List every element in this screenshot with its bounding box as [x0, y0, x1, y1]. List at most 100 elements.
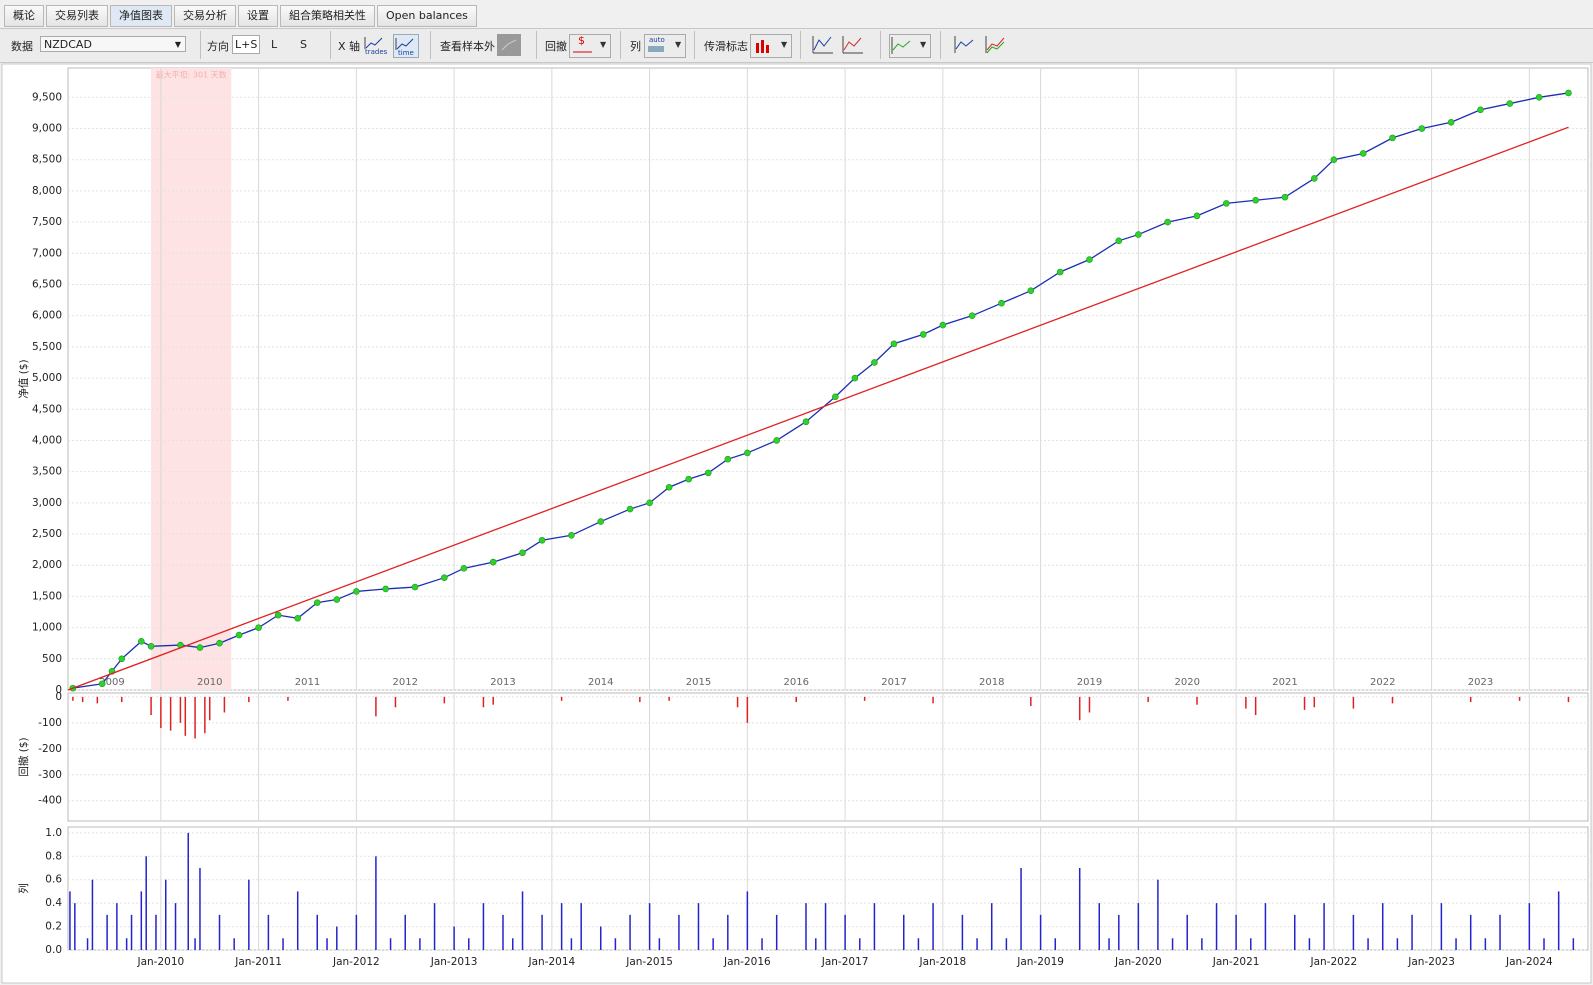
bar — [184, 696, 187, 736]
bar — [81, 696, 84, 703]
y-axis-label: 净值 ($) — [17, 359, 30, 398]
trade-marker — [851, 374, 859, 382]
y-tick-label: 2,500 — [32, 528, 62, 540]
y-tick-label: 6,000 — [32, 310, 62, 322]
y-tick-label: 3,000 — [32, 497, 62, 509]
trade-marker — [998, 299, 1005, 307]
out-of-sample-toggle[interactable] — [497, 34, 521, 56]
direction-option[interactable]: S — [300, 38, 307, 51]
bar — [1411, 914, 1413, 950]
tab[interactable]: 概论 — [4, 5, 44, 27]
bar — [199, 868, 201, 950]
chart-button[interactable] — [953, 34, 977, 56]
x-time-button[interactable]: time — [393, 34, 419, 58]
y-tick-label: 5,500 — [32, 341, 62, 353]
bar — [1215, 903, 1218, 950]
trade-marker — [1447, 118, 1455, 126]
bar — [375, 856, 377, 950]
bar — [482, 903, 485, 950]
bar — [233, 938, 235, 950]
trade-marker — [460, 565, 468, 572]
bar — [1254, 696, 1257, 716]
bar — [746, 696, 749, 723]
chart-select[interactable]: ▼ — [889, 34, 931, 58]
x-tick-label: Jan-2022 — [1310, 956, 1358, 968]
bar — [1137, 903, 1140, 950]
bar — [961, 914, 964, 950]
x-tick-label: 2023 — [1468, 677, 1493, 688]
tab[interactable]: 设置 — [238, 5, 278, 27]
direction-option[interactable]: L — [271, 38, 278, 51]
trade-marker — [489, 558, 497, 566]
bar — [560, 903, 563, 950]
x-tick-label: 2014 — [588, 677, 613, 688]
bar — [145, 856, 147, 950]
bar — [74, 903, 76, 950]
icon — [648, 46, 664, 52]
chart-button[interactable] — [984, 34, 1008, 56]
trade-marker — [1027, 287, 1035, 295]
bar — [223, 696, 226, 713]
trade-marker — [538, 536, 546, 544]
trade-marker — [1330, 156, 1338, 164]
trade-marker — [255, 624, 262, 631]
x-tick-label: Jan-2021 — [1212, 956, 1260, 968]
icon — [955, 39, 974, 50]
y-axis-label: 回撤 ($) — [17, 737, 30, 776]
trade-marker — [235, 631, 243, 639]
x-tick-label: 2020 — [1175, 677, 1200, 688]
trade-marker — [1281, 193, 1289, 201]
trade-marker — [1135, 231, 1142, 238]
bar — [1147, 696, 1149, 703]
bar — [106, 914, 108, 950]
x-tick-label: Jan-2024 — [1505, 956, 1553, 968]
series-line — [72, 92, 1569, 689]
trade-marker — [1535, 94, 1543, 101]
trade-marker — [313, 599, 321, 606]
drawdown-select[interactable]: $ ▼ — [569, 34, 611, 58]
bar — [658, 938, 661, 950]
x-option: trades — [365, 48, 387, 56]
trade-marker — [196, 644, 204, 651]
bar — [795, 696, 797, 703]
tab[interactable]: 交易分析 — [174, 5, 236, 27]
flag-select[interactable]: ▼ — [750, 34, 792, 58]
symbol-select[interactable]: NZDCAD ▼ — [40, 36, 186, 52]
y-tick-label: 4,500 — [32, 403, 62, 415]
trade-marker — [920, 331, 927, 338]
bar — [1484, 938, 1487, 950]
bar — [1005, 938, 1008, 950]
trade-marker — [665, 483, 673, 491]
bar — [116, 903, 118, 950]
trade-marker — [441, 574, 448, 582]
chart-button[interactable] — [841, 34, 865, 56]
bar — [917, 938, 920, 950]
tab[interactable]: 交易列表 — [46, 5, 108, 27]
y-tick-label: 1,000 — [32, 622, 62, 634]
chart-button[interactable] — [811, 34, 835, 56]
tab[interactable]: 組合策略相关性 — [280, 5, 375, 27]
x-tick-label: 2021 — [1272, 677, 1297, 688]
bar — [932, 696, 934, 704]
y-axis-label: 列 — [17, 883, 30, 894]
bar — [91, 879, 94, 950]
y-tick-label: 8,500 — [32, 154, 62, 166]
bar — [453, 926, 455, 950]
trade-marker — [118, 655, 126, 663]
x-trades-button[interactable]: trades — [363, 34, 387, 56]
data-label: 数据 — [11, 40, 33, 53]
out-of-sample-label: 查看样本外 — [440, 40, 495, 53]
x-tick-label: 2019 — [1077, 677, 1102, 688]
trade-marker — [597, 518, 605, 525]
bar — [125, 938, 128, 950]
y-tick-label: 2,000 — [32, 559, 62, 571]
x-tick-label: Jan-2014 — [528, 956, 576, 968]
bar — [482, 696, 485, 708]
direction-option[interactable]: L+S — [232, 35, 261, 54]
y-tick-label: 1,500 — [32, 590, 62, 602]
tab[interactable]: 净值图表 — [110, 5, 172, 27]
tab[interactable]: Open balances — [377, 5, 477, 27]
y-tick-label: 9,500 — [32, 91, 62, 103]
column-select[interactable]: auto ▼ — [644, 34, 686, 58]
